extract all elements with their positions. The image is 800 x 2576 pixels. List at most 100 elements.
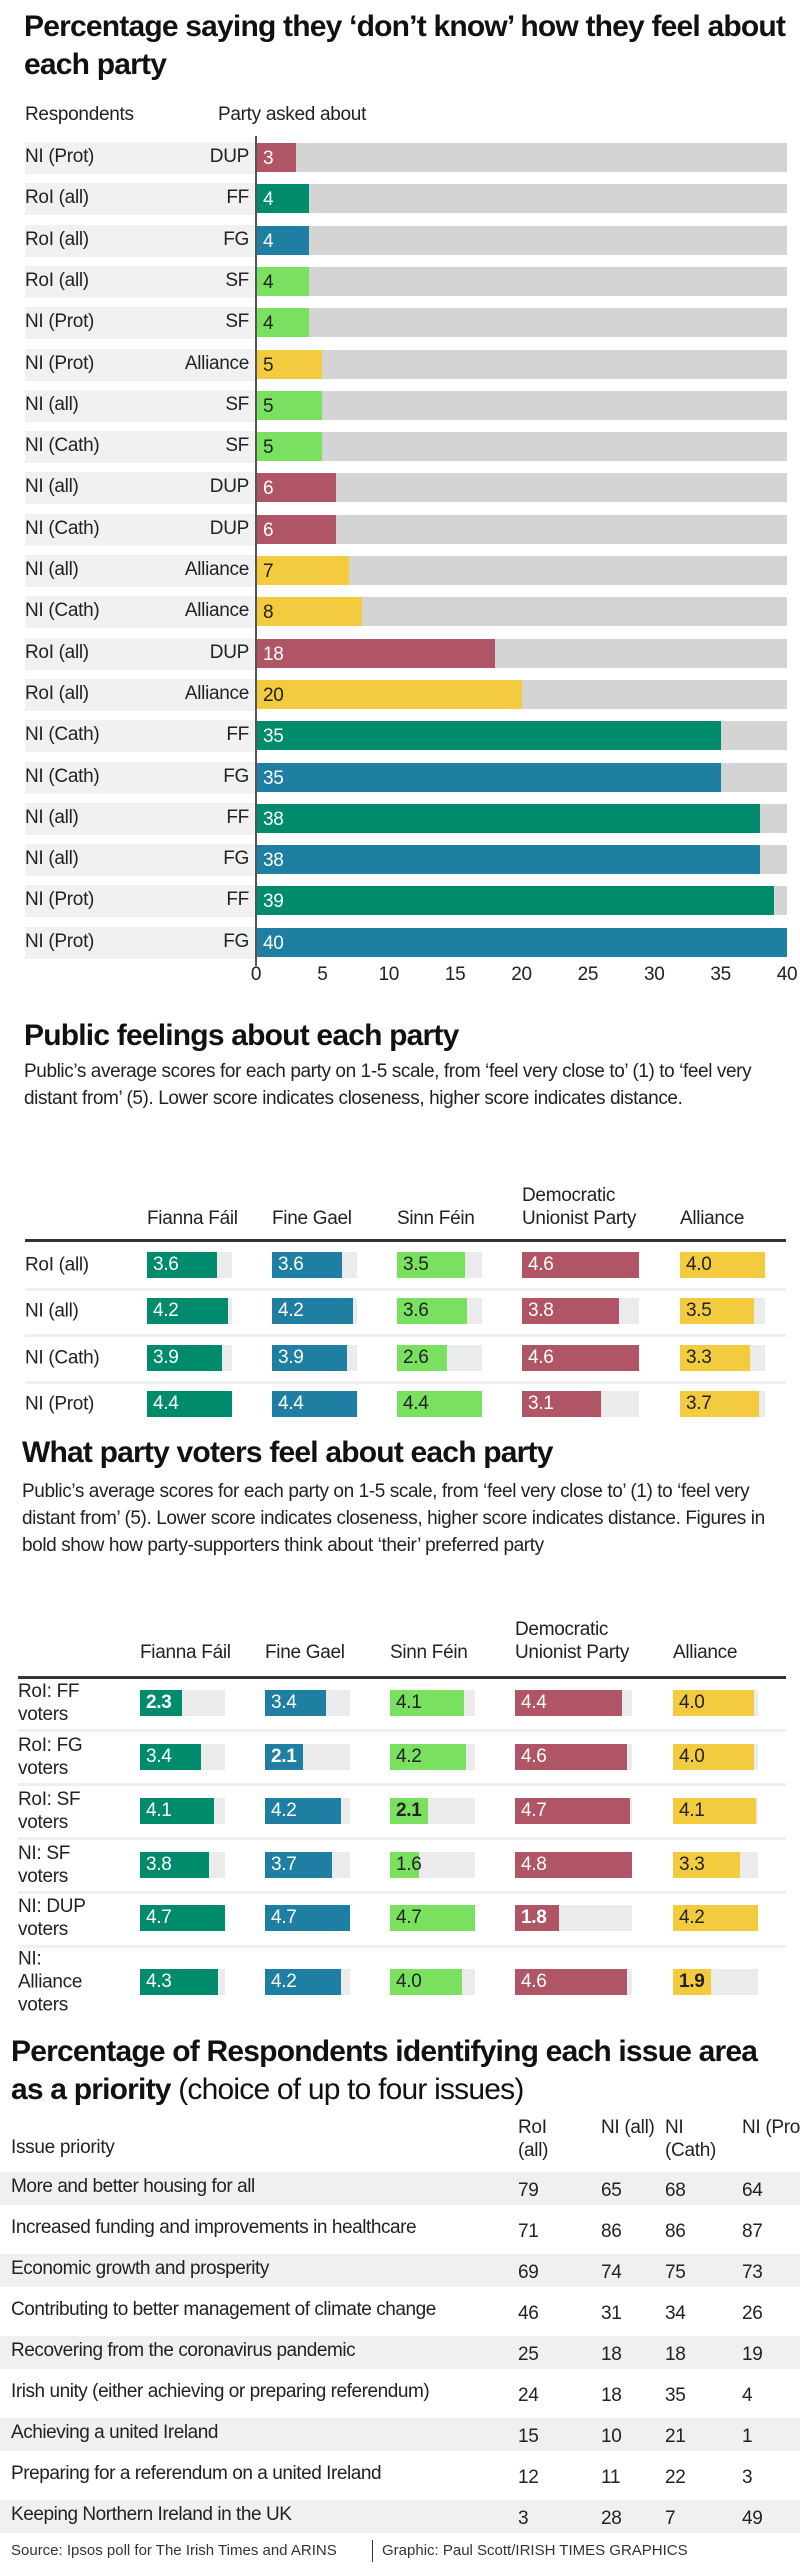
bar-value-label: 38 — [263, 850, 284, 872]
bar-value-label: 4.3 — [146, 1971, 172, 1992]
row-label-band — [25, 555, 256, 587]
party-label: FG — [223, 848, 249, 870]
bar-value-label: 4.2 — [396, 1746, 422, 1767]
bar-value-label: 4.6 — [528, 1347, 554, 1368]
party-label: FG — [223, 228, 249, 250]
row-label-band — [25, 307, 256, 340]
issue-value: 86 — [665, 2221, 686, 2242]
bar — [265, 1905, 350, 1931]
issue-value: 87 — [742, 2221, 763, 2242]
issue-label: More and better housing for all — [11, 2176, 255, 2197]
bar-value-label: 4.0 — [679, 1692, 705, 1713]
bar — [256, 803, 761, 833]
bar-value-label: 20 — [263, 684, 284, 706]
header-party: Party asked about — [218, 104, 367, 125]
column-header: Fianna Fáil — [147, 1208, 238, 1229]
bar-track — [256, 432, 787, 462]
row-label: NI (Cath) — [25, 1347, 100, 1369]
bar-value-label: 3.8 — [528, 1300, 554, 1321]
bar-value-label: 4.4 — [521, 1692, 547, 1713]
bar-value-label: 1.9 — [679, 1971, 705, 1992]
issue-value: 65 — [601, 2180, 622, 2201]
column-header: Democratic Unionist Party — [522, 1185, 637, 1229]
bar — [140, 1969, 218, 1995]
header-respondents: Respondents — [25, 104, 134, 125]
bar-value-label: 4.0 — [686, 1254, 712, 1275]
row-stripe — [0, 2336, 800, 2369]
bar-value-label: 40 — [263, 932, 284, 954]
column-header: Fine Gael — [272, 1208, 352, 1229]
bar-value-label: 3.4 — [146, 1746, 172, 1767]
bar — [515, 1690, 623, 1716]
bar-track — [256, 184, 787, 214]
bar — [680, 1391, 759, 1417]
bar-value-label: 4 — [263, 230, 274, 252]
column-header: Sinn Féin — [390, 1642, 468, 1663]
bar-track — [256, 390, 787, 420]
row-label-band — [25, 761, 256, 794]
bar-value-label: 3.8 — [146, 1854, 172, 1875]
x-tick-label: 5 — [317, 964, 328, 985]
title-note: (choice of up to four issues) — [178, 2073, 524, 2106]
party-label: FG — [223, 765, 249, 787]
row-label-band — [25, 183, 256, 216]
bar — [256, 308, 310, 338]
column-header: Sinn Féin — [397, 1208, 475, 1229]
issue-value: 34 — [665, 2303, 686, 2324]
respondent-label: NI (Cath) — [25, 600, 100, 622]
issue-value: 74 — [601, 2262, 622, 2283]
bar — [680, 1252, 765, 1278]
bar-track — [256, 349, 787, 379]
respondent-label: NI (all) — [25, 806, 79, 828]
table-title: Public feelings about each party — [24, 1019, 459, 1052]
bar — [265, 1690, 327, 1716]
row-label-band — [25, 472, 256, 505]
bar — [256, 845, 761, 875]
bar-value-label: 3.6 — [403, 1300, 429, 1321]
issue-value: 35 — [665, 2385, 686, 2406]
bar-value-label: 4.2 — [278, 1300, 304, 1321]
bar — [522, 1252, 639, 1278]
title-bold: Percentage of Respondents identifying ea… — [11, 2035, 758, 2106]
bar — [515, 1852, 632, 1878]
bar-value-label: 4 — [263, 189, 274, 211]
bar — [256, 514, 336, 544]
respondent-label: NI (Cath) — [25, 765, 100, 787]
bar-value-label: 4.0 — [396, 1971, 422, 1992]
issue-label: Preparing for a referendum on a united I… — [11, 2463, 382, 2484]
table-description: Public’s average scores for each party o… — [24, 1061, 752, 1109]
bar — [680, 1298, 755, 1324]
bar-value-label: 4.0 — [679, 1746, 705, 1767]
bar-track — [256, 266, 787, 296]
issue-value: 3 — [742, 2467, 753, 2488]
bar — [256, 927, 787, 957]
bar-value-label: 3 — [263, 148, 274, 169]
bar-value-label: 5 — [263, 354, 274, 376]
bar-value-label: 4.7 — [396, 1907, 422, 1928]
bar — [256, 390, 323, 420]
row-label-band — [25, 142, 256, 174]
row-label-band — [25, 596, 256, 629]
bar — [256, 638, 495, 668]
bar — [522, 1345, 639, 1371]
party-label: DUP — [209, 517, 250, 539]
bar-value-label: 4.2 — [679, 1907, 705, 1928]
x-tick-label: 10 — [378, 964, 400, 985]
bar-value-label: 4.1 — [679, 1800, 705, 1821]
bar — [256, 143, 296, 172]
row-label: RoI: FG voters — [18, 1735, 83, 1779]
bar-value-label: 3.3 — [679, 1854, 705, 1875]
bar-value-label: 4.7 — [271, 1907, 297, 1928]
footer-source: Source: Ipsos poll for The Irish Times a… — [11, 2542, 337, 2559]
column-header: NI (Prot) — [742, 2117, 800, 2138]
bar — [673, 1690, 754, 1716]
issue-label: Contributing to better management of cli… — [11, 2299, 436, 2320]
bar-value-label: 4.6 — [528, 1254, 554, 1275]
respondent-label: NI (all) — [25, 559, 79, 580]
bar-value-label: 35 — [263, 767, 284, 789]
bar-value-label: 8 — [263, 602, 274, 624]
bar — [397, 1298, 467, 1324]
bar — [256, 266, 310, 296]
bar — [140, 1798, 215, 1824]
